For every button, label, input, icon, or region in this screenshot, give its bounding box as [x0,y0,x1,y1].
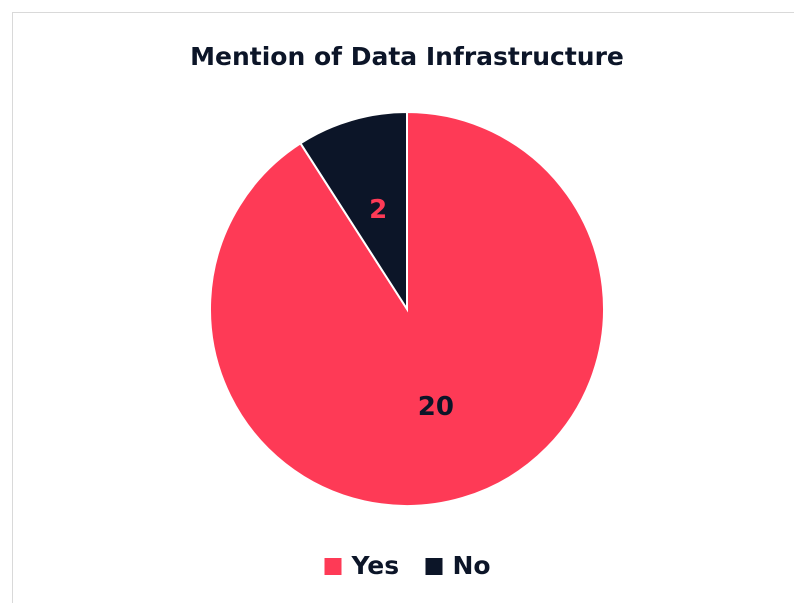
legend-swatch [425,558,443,575]
data-label: 2 [369,195,387,225]
chart-title: Mention of Data Infrastructure [190,42,624,71]
legend-swatch [324,558,342,575]
legend-label: No [453,551,491,580]
pie-slice [299,110,408,313]
data-label: 20 [418,392,454,422]
legend-label: Yes [351,551,400,580]
